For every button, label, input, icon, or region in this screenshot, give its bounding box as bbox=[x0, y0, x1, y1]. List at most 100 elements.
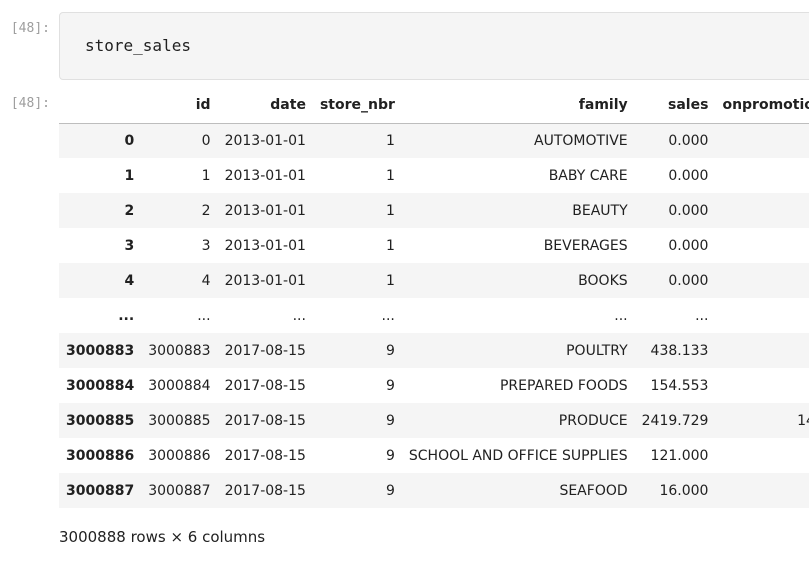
cell-sales: 0.000 bbox=[668, 202, 709, 219]
cell-date: ... bbox=[292, 307, 306, 324]
row-index: 4 bbox=[124, 272, 135, 289]
cell-date: 2013-01-01 bbox=[224, 132, 306, 149]
shape-summary: 3000888 rows × 6 columns bbox=[59, 528, 266, 546]
cell-onpromotion: 0 bbox=[715, 123, 809, 158]
table-row: 4 4 2013-01-01 1 BOOKS 0.000 0 bbox=[59, 263, 809, 298]
cell-store-nbr: 1 bbox=[385, 167, 395, 184]
table-row: 1 1 2013-01-01 1 BABY CARE 0.000 0 bbox=[59, 158, 809, 193]
column-header-id: id bbox=[141, 88, 218, 124]
cell-id: 3 bbox=[201, 237, 211, 254]
cell-id: 2 bbox=[201, 202, 211, 219]
cell-id: 3000885 bbox=[148, 412, 211, 429]
cell-family: PREPARED FOODS bbox=[499, 377, 628, 394]
cell-store-nbr: 9 bbox=[385, 412, 395, 429]
row-index: 2 bbox=[124, 202, 135, 219]
cell-family: AUTOMOTIVE bbox=[534, 132, 628, 149]
input-prompt: [48]: bbox=[10, 21, 50, 36]
cell-sales: 0.000 bbox=[668, 272, 709, 289]
cell-onpromotion: 0 bbox=[715, 263, 809, 298]
row-index: 0 bbox=[124, 132, 135, 149]
table-row: 3000884 3000884 2017-08-15 9 PREPARED FOODS 1… bbox=[59, 368, 809, 403]
cell-family: PRODUCE bbox=[558, 412, 628, 429]
cell-sales: ... bbox=[695, 307, 709, 324]
cell-onpromotion: 0 bbox=[715, 158, 809, 193]
cell-id: 3000886 bbox=[148, 447, 211, 464]
cell-date: 2017-08-15 bbox=[224, 447, 306, 464]
output-area: id date store_nbr family sales onpromoti… bbox=[59, 88, 809, 508]
cell-id: 3000884 bbox=[148, 377, 211, 394]
column-header-date: date bbox=[217, 88, 313, 124]
cell-sales: 0.000 bbox=[668, 167, 709, 184]
dataframe-table: id date store_nbr family sales onpromoti… bbox=[59, 88, 809, 508]
cell-store-nbr: 9 bbox=[385, 342, 395, 359]
cell-onpromotion: 148 bbox=[797, 412, 809, 429]
cell-date: 2013-01-01 bbox=[224, 272, 306, 289]
cell-family: BABY CARE bbox=[548, 167, 628, 184]
table-row: 3000883 3000883 2017-08-15 9 POULTRY 438.133 0 bbox=[59, 333, 809, 368]
row-index: 1 bbox=[124, 167, 135, 184]
cell-sales: 121.000 bbox=[650, 447, 709, 464]
column-header-family: family bbox=[401, 88, 635, 124]
cell-store-nbr: 1 bbox=[385, 202, 395, 219]
table-row: 3000887 3000887 2017-08-15 9 SEAFOOD 16.000 0 bbox=[59, 473, 809, 508]
cell-date: 2017-08-15 bbox=[224, 377, 306, 394]
row-index: 3000884 bbox=[66, 377, 135, 394]
cell-id: 4 bbox=[201, 272, 211, 289]
cell-id: 3000883 bbox=[148, 342, 211, 359]
cell-onpromotion: 0 bbox=[715, 228, 809, 263]
table-body: 002013-01-011AUTOMOTIVE0.0000112013-01-0… bbox=[59, 123, 809, 508]
code-cell[interactable]: store_sales bbox=[59, 12, 809, 80]
table-row: 2 2 2013-01-01 1 BEAUTY 0.000 0 bbox=[59, 193, 809, 228]
cell-onpromotion: 8 bbox=[715, 438, 809, 473]
cell-store-nbr: ... bbox=[381, 307, 395, 324]
cell-family: BOOKS bbox=[578, 272, 628, 289]
cell-onpromotion: 1 bbox=[715, 368, 809, 403]
cell-date: 2017-08-15 bbox=[224, 342, 306, 359]
table-row: 0 0 2013-01-01 1 AUTOMOTIVE 0.000 0 bbox=[59, 123, 809, 158]
cell-store-nbr: 1 bbox=[385, 272, 395, 289]
cell-onpromotion: 0 bbox=[715, 333, 809, 368]
cell-family: BEVERAGES bbox=[543, 237, 628, 254]
cell-onpromotion: 0 bbox=[715, 473, 809, 508]
header-row: id date store_nbr family sales onpromoti… bbox=[59, 88, 809, 124]
row-index: 3000885 bbox=[66, 412, 135, 429]
cell-store-nbr: 9 bbox=[385, 377, 395, 394]
row-index: 3000883 bbox=[66, 342, 135, 359]
cell-family: SEAFOOD bbox=[559, 482, 628, 499]
cell-family: POULTRY bbox=[566, 342, 628, 359]
cell-date: 2017-08-15 bbox=[224, 482, 306, 499]
table-row: 3000885 3000885 2017-08-15 9 PRODUCE 2419.729… bbox=[59, 403, 809, 438]
row-index: 3000887 bbox=[66, 482, 135, 499]
cell-id: ... bbox=[197, 307, 211, 324]
column-header-sales: sales bbox=[634, 88, 716, 124]
cell-date: 2017-08-15 bbox=[224, 412, 306, 429]
table-row: 3 3 2013-01-01 1 BEVERAGES 0.000 0 bbox=[59, 228, 809, 263]
cell-sales: 0.000 bbox=[668, 237, 709, 254]
row-index: 3 bbox=[124, 237, 135, 254]
column-header-store-nbr: store_nbr bbox=[312, 88, 402, 124]
cell-sales: 154.553 bbox=[650, 377, 709, 394]
cell-sales: 0.000 bbox=[668, 132, 709, 149]
cell-store-nbr: 1 bbox=[385, 237, 395, 254]
index-header bbox=[59, 88, 142, 124]
cell-sales: 2419.729 bbox=[641, 412, 709, 429]
code-text: store_sales bbox=[85, 36, 191, 55]
cell-store-nbr: 9 bbox=[385, 482, 395, 499]
cell-onpromotion: 0 bbox=[715, 193, 809, 228]
cell-date: 2013-01-01 bbox=[224, 202, 306, 219]
cell-store-nbr: 1 bbox=[385, 132, 395, 149]
cell-sales: 438.133 bbox=[650, 342, 709, 359]
cell-id: 3000887 bbox=[148, 482, 211, 499]
table-row: 3000886 3000886 2017-08-15 9 SCHOOL AND OFFI… bbox=[59, 438, 809, 473]
cell-family: ... bbox=[614, 307, 628, 324]
cell-sales: 16.000 bbox=[659, 482, 709, 499]
cell-family: SCHOOL AND OFFICE SUPPLIES bbox=[408, 447, 628, 464]
cell-date: 2013-01-01 bbox=[224, 167, 306, 184]
cell-id: 0 bbox=[201, 132, 211, 149]
row-index: ... bbox=[118, 307, 135, 324]
row-index: 3000886 bbox=[66, 447, 135, 464]
cell-id: 1 bbox=[201, 167, 211, 184]
cell-store-nbr: 9 bbox=[385, 447, 395, 464]
cell-family: BEAUTY bbox=[572, 202, 628, 219]
table-row: ..................... bbox=[59, 298, 809, 333]
